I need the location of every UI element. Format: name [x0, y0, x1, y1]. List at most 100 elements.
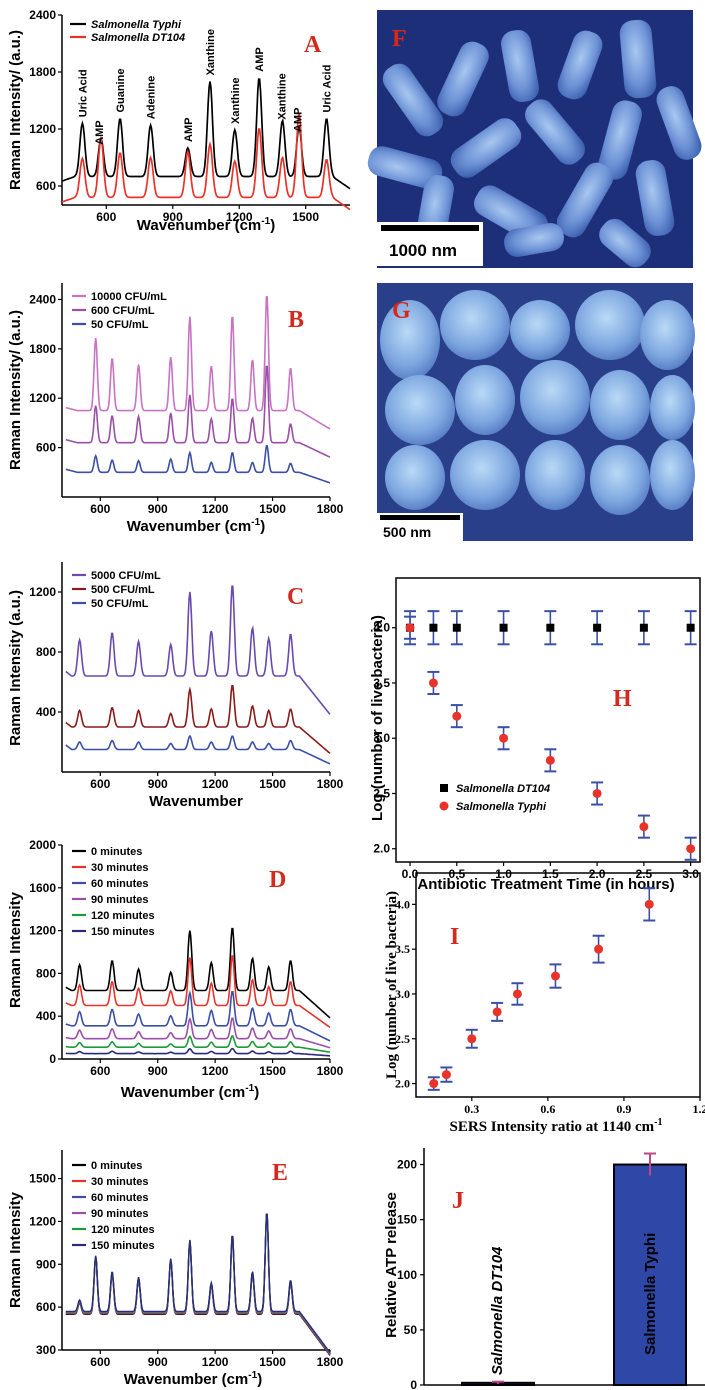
y-tick-label: 0: [49, 1052, 56, 1066]
plot-frame: [395, 577, 701, 863]
x-tick-label: 600: [90, 1355, 110, 1369]
y-tick-label: 3.0: [373, 731, 390, 745]
legend-label: 30 minutes: [91, 1176, 148, 1188]
y-axis-label: Raman Intensity/ (a.u.): [7, 30, 24, 190]
peak-annotation: AMP: [94, 120, 106, 144]
panel-label-h: H: [613, 686, 632, 712]
x-tick-label: 1800: [317, 777, 344, 791]
data-point: [452, 623, 461, 632]
legend-label: 120 minutes: [91, 910, 155, 922]
x-axis-label: Wavenumber (cm-1): [121, 1083, 259, 1101]
y-tick-label: 3.0: [395, 987, 410, 1001]
y-tick-label: 600: [36, 441, 56, 455]
x-axis-label-text: Wavenumber (cm: [121, 1084, 245, 1101]
x-axis-label-superscript: -1: [245, 1083, 254, 1094]
y-tick-label: 4.0: [373, 621, 390, 635]
series-line: [65, 1035, 331, 1053]
x-tick-label: 1500: [259, 1355, 286, 1369]
series-line: [65, 1017, 331, 1049]
bacterium-cell: [556, 162, 614, 238]
x-axis-label: Antibiotic Treatment Time (in hours): [417, 876, 674, 893]
x-tick-label: 1.0: [495, 867, 512, 881]
y-axis-label: Relative ATP release: [383, 1192, 400, 1338]
x-tick-label: 1200: [202, 777, 229, 791]
y-axis-label: Log (number of live bacteria): [369, 615, 386, 821]
legend-label: 50 CFU/mL: [91, 319, 149, 331]
category-label: Salmonella Typhi: [642, 1233, 659, 1355]
y-axis-label: Raman Intensity/ (a.u.): [7, 310, 24, 470]
y-tick-label: 3.5: [395, 942, 410, 956]
data-point: [550, 971, 560, 981]
micrograph-f: 1000 nm F: [367, 10, 702, 268]
y-tick-label: 100: [397, 1268, 417, 1282]
panel-label-c: C: [287, 584, 304, 610]
x-axis-label-close: ): [254, 1084, 259, 1101]
y-tick-label: 800: [36, 645, 56, 659]
y-tick-label: 2400: [29, 292, 56, 306]
y-tick-label: 2400: [29, 8, 56, 22]
x-axis-label: Wavenumber (cm-1): [124, 1370, 262, 1388]
y-tick-label: 4.0: [395, 897, 410, 911]
legend-marker: [440, 784, 448, 792]
scale-bar-f: [381, 225, 479, 231]
y-tick-label: 2.5: [373, 786, 390, 800]
y-tick-label: 200: [397, 1158, 417, 1172]
x-tick-label: 0.3: [464, 1102, 479, 1116]
series-line: [65, 685, 331, 755]
x-tick-label: 600: [90, 1064, 110, 1078]
y-tick-label: 900: [36, 1257, 56, 1271]
x-tick-label: 1.2: [693, 1102, 705, 1116]
category-label: Salmonella DT104: [489, 1246, 506, 1375]
data-point: [639, 822, 649, 832]
y-tick-label: 1800: [29, 342, 56, 356]
chart-panel-c: 600 900 1200 1500 1800 400 800 1200 5000 CFU/mL 5…: [7, 562, 344, 810]
series-line: [65, 734, 331, 765]
series-line: [65, 1047, 330, 1057]
bacterium-cell: [650, 440, 695, 510]
data-point: [545, 755, 555, 765]
data-point: [592, 788, 602, 798]
data-point: [441, 1070, 451, 1080]
x-tick-label: 1800: [317, 502, 344, 516]
bacterium-cell: [437, 41, 489, 117]
y-tick-label: 50: [404, 1323, 418, 1337]
panel-label-g: G: [392, 298, 411, 324]
scale-bar-label-f: 1000 nm: [389, 241, 457, 260]
bacterium-cell: [504, 223, 564, 257]
y-tick-label: 3.5: [373, 676, 390, 690]
data-point: [639, 623, 648, 632]
x-axis-label-text: SERS Intensity ratio at 1140 cm: [450, 1119, 655, 1135]
bacterium-cell: [590, 445, 650, 515]
bacterium-cell: [650, 375, 695, 440]
x-tick-label: 1800: [317, 1064, 344, 1078]
bacterium-cell: [382, 63, 444, 137]
chart-panel-b: 600 900 1200 1500 1800 600 1200 1800 2400 10000 C…: [7, 283, 344, 535]
data-point: [492, 1007, 502, 1017]
x-tick-label: 600: [96, 210, 116, 224]
panel-label-a: A: [304, 32, 322, 58]
y-axis-label: Log (number of live bacteria): [384, 891, 400, 1079]
x-tick-label: 900: [163, 210, 183, 224]
x-tick-label: 1800: [317, 1355, 344, 1369]
legend-label: 60 minutes: [91, 1192, 148, 1204]
x-tick-label: 900: [148, 502, 168, 516]
legend-label: Salmonella Typhi: [456, 801, 547, 813]
legend-label: 50 CFU/mL: [91, 598, 149, 610]
y-axis-label: Raman Intensity (a.u.): [7, 590, 24, 746]
data-point: [546, 623, 555, 632]
y-tick-label: 2.0: [395, 1077, 410, 1091]
x-axis-label: Wavenumber: [149, 793, 243, 810]
bacterium-cell: [385, 375, 455, 445]
y-tick-label: 1800: [29, 65, 56, 79]
series-line: [65, 990, 331, 1042]
y-tick-label: 1200: [29, 1214, 56, 1228]
peak-annotation: AMP: [254, 47, 266, 71]
panel-label-j: J: [452, 1188, 464, 1214]
scale-bar-label-g: 500 nm: [383, 524, 431, 540]
bacterium-cell: [599, 218, 651, 268]
peak-annotation: Uric Acid: [322, 65, 334, 113]
y-tick-label: 1200: [29, 122, 56, 136]
y-tick-label: 800: [36, 966, 56, 980]
x-tick-label: 1200: [202, 1355, 229, 1369]
data-point: [429, 623, 438, 632]
